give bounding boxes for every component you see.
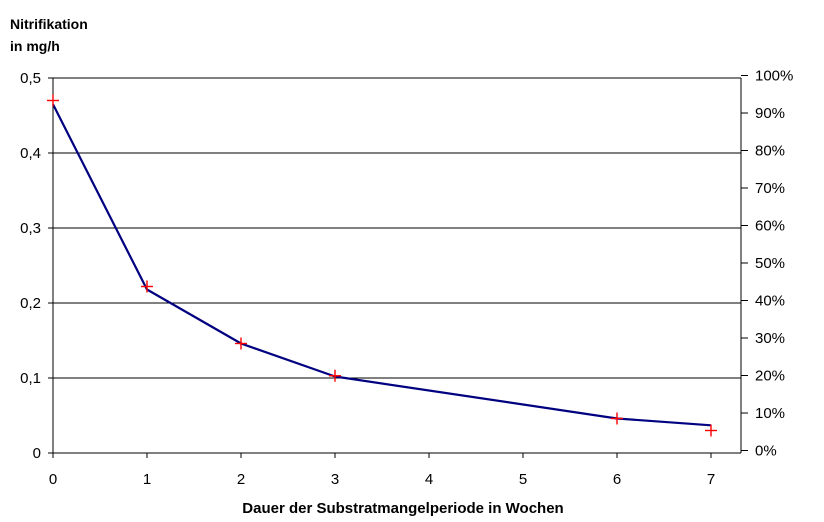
y-tick-label: 0,4	[20, 145, 41, 162]
y-axis-ticks: 0 0,1 0,2 0,3 0,4 0,5	[20, 70, 53, 462]
y-tick-label: 0,3	[20, 220, 41, 237]
x-tick-label: 5	[519, 471, 527, 488]
x-tick-label: 6	[613, 471, 621, 488]
x-tick-label: 1	[143, 471, 151, 488]
series-line	[52, 103, 712, 427]
x-tick-label: 2	[237, 471, 245, 488]
y2-tick-label: 50%	[755, 255, 785, 272]
x-axis-label: Dauer der Substratmangelperiode in Woche…	[242, 500, 563, 517]
y-tick-label: 0,5	[20, 70, 41, 87]
data-point	[235, 337, 247, 350]
y2-axis-ticks: 0% 10% 20% 30% 40% 50% 60% 70% 80% 90% 100%	[741, 67, 793, 459]
data-point	[611, 412, 623, 425]
y2-tick-label: 10%	[755, 405, 785, 422]
y2-tick-label: 60%	[755, 217, 785, 234]
grid	[53, 77, 741, 379]
y-tick-label: 0,2	[20, 295, 41, 312]
data-point	[141, 280, 153, 293]
x-tick-label: 7	[707, 471, 715, 488]
x-axis-ticks: 0 1 2 3 4 5 6 7	[49, 453, 715, 488]
y2-tick-label: 90%	[755, 105, 785, 122]
x-tick-label: 4	[425, 471, 433, 488]
y-axis-label-line-1: Nitrifikation	[10, 16, 88, 32]
data-point	[47, 94, 59, 107]
y2-tick-label: 100%	[755, 67, 793, 84]
y-tick-label: 0	[33, 445, 41, 462]
y2-tick-label: 0%	[755, 442, 777, 459]
data-point	[705, 424, 717, 437]
y2-tick-label: 20%	[755, 367, 785, 384]
x-tick-label: 3	[331, 471, 339, 488]
axes	[52, 78, 742, 454]
x-tick-label: 0	[49, 471, 57, 488]
y2-tick-label: 80%	[755, 142, 785, 159]
y-tick-label: 0,1	[20, 370, 41, 387]
y2-tick-label: 40%	[755, 292, 785, 309]
y-axis-label-line-2: in mg/h	[10, 38, 60, 54]
data-point	[329, 369, 341, 382]
series	[47, 94, 717, 437]
y2-tick-label: 70%	[755, 180, 785, 197]
y2-tick-label: 30%	[755, 330, 785, 347]
